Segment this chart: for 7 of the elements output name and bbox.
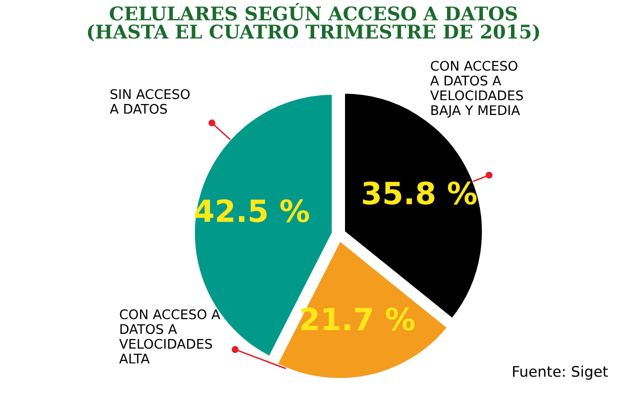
data-label: 21.7 % xyxy=(301,307,415,331)
source-note: Fuente: Siget xyxy=(513,366,608,380)
data-label: 35.8 % xyxy=(362,182,477,205)
slice-label: SIN ACCESO A DATOS xyxy=(110,89,190,114)
chart-title: CELULARES SEGÚN ACCESO A DATOS (HASTA EL CUATRO TRIMESTRE DE 2015) xyxy=(88,2,540,42)
slice-label: CON ACCESO A DATOS A VELOCIDADES BAJA Y MEDIA xyxy=(430,60,523,118)
slice-label: CON ACCESO A DATOS A VELOCIDADES ALTA xyxy=(119,309,220,364)
